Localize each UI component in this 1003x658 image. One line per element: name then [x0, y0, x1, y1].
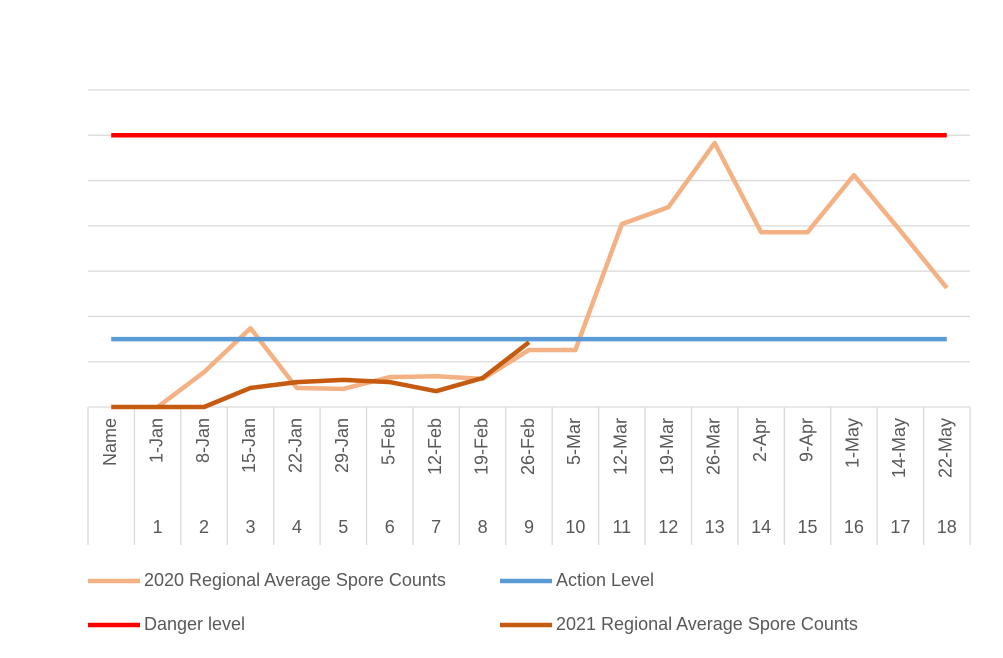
x-sub-label: 17 [890, 517, 910, 537]
x-sub-label: 4 [292, 517, 302, 537]
x-sub-label: 11 [612, 517, 631, 537]
x-sub-label: 8 [478, 517, 488, 537]
x-sub-label: 15 [798, 517, 818, 537]
x-sub-label: 2 [199, 517, 209, 537]
x-tick-label: 26-Feb [518, 418, 538, 475]
x-tick-label: 5-Mar [564, 418, 584, 465]
x-sub-label: 5 [338, 517, 348, 537]
x-tick-label: 22-May [936, 418, 956, 478]
x-tick-label: 29-Jan [332, 418, 352, 473]
x-tick-label: 15-Jan [239, 418, 259, 473]
x-tick-label: 9-Apr [796, 418, 816, 462]
x-sub-label: 10 [565, 517, 585, 537]
series-line [156, 140, 949, 409]
legend-label: Danger level [144, 614, 245, 634]
x-tick-label: 14-May [889, 418, 909, 478]
x-sub-label: 3 [245, 517, 255, 537]
legend-label: 2021 Regional Average Spore Counts [556, 614, 858, 634]
x-tick-label: 8-Jan [193, 418, 213, 463]
x-sub-label: 18 [937, 517, 957, 537]
x-sub-label: 12 [658, 517, 678, 537]
x-sub-label: 14 [751, 517, 771, 537]
x-sub-label: 16 [844, 517, 864, 537]
x-sub-label: 6 [385, 517, 395, 537]
x-sub-label: 13 [705, 517, 725, 537]
series-line [111, 340, 531, 410]
x-tick-label: Name [100, 418, 120, 466]
legend-label: Action Level [556, 570, 654, 590]
x-tick-label: 5-Feb [378, 418, 398, 465]
x-tick-label: 1-May [843, 418, 863, 468]
legend-label: 2020 Regional Average Spore Counts [144, 570, 446, 590]
x-tick-label: 19-Mar [657, 418, 677, 475]
x-tick-label: 12-Mar [611, 418, 631, 475]
x-sub-label: 9 [524, 517, 534, 537]
x-sub-label: 7 [431, 517, 441, 537]
x-tick-label: 22-Jan [286, 418, 306, 473]
x-tick-label: 19-Feb [471, 418, 491, 475]
x-sub-label: 1 [153, 517, 163, 537]
x-tick-label: 26-Mar [703, 418, 723, 475]
x-tick-label: 12-Feb [425, 418, 445, 475]
x-tick-label: 1-Jan [146, 418, 166, 463]
x-tick-label: 2-Apr [750, 418, 770, 462]
